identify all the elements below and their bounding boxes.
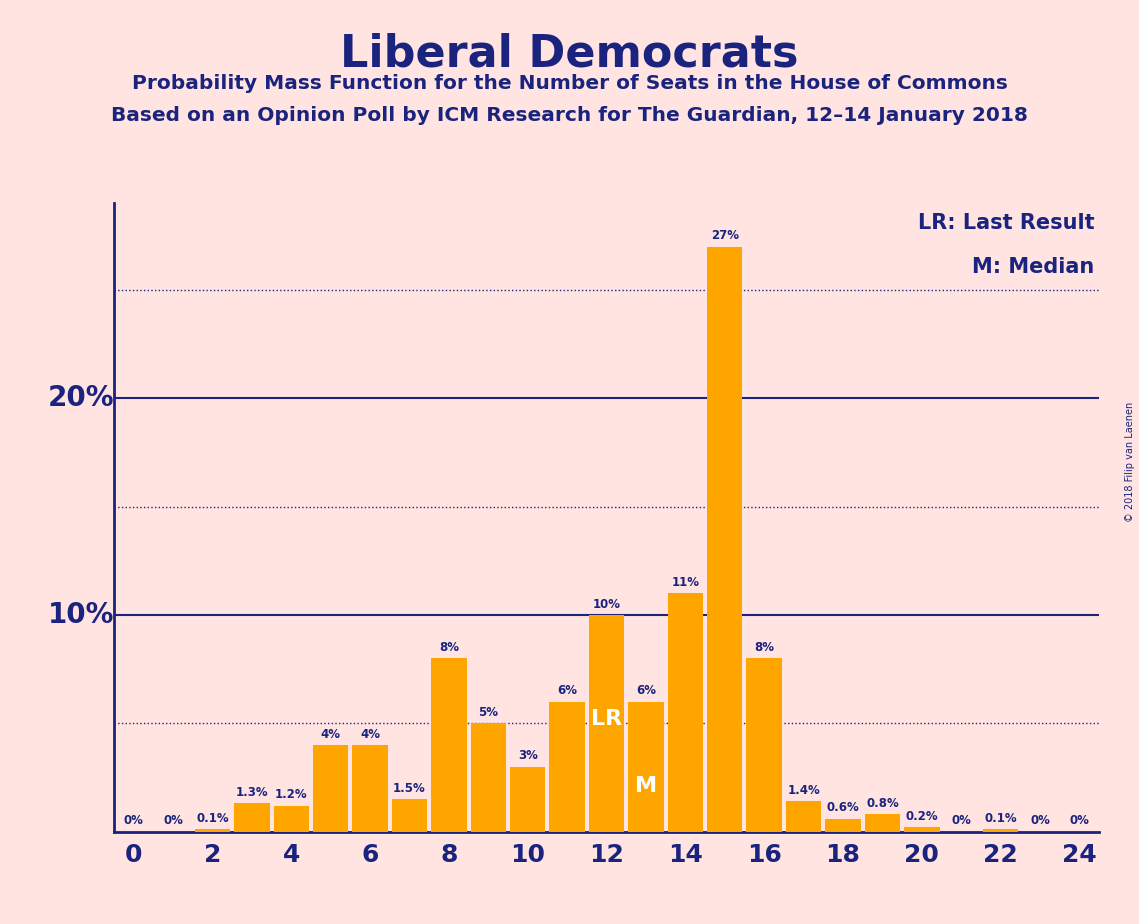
Text: Probability Mass Function for the Number of Seats in the House of Commons: Probability Mass Function for the Number… (132, 74, 1007, 93)
Text: 10%: 10% (592, 598, 621, 611)
Text: LR: Last Result: LR: Last Result (918, 213, 1095, 233)
Text: 8%: 8% (754, 641, 775, 654)
Text: 0%: 0% (1070, 814, 1089, 827)
Text: 0%: 0% (124, 814, 144, 827)
Bar (392, 799, 427, 832)
Text: 1.4%: 1.4% (787, 784, 820, 796)
Bar (352, 745, 387, 832)
Text: 6%: 6% (636, 685, 656, 698)
Text: 10%: 10% (48, 601, 114, 629)
Bar (865, 814, 900, 832)
Bar (746, 658, 781, 832)
Bar (826, 819, 861, 832)
Text: 0.6%: 0.6% (827, 801, 859, 814)
Bar (589, 615, 624, 832)
Text: Based on an Opinion Poll by ICM Research for The Guardian, 12–14 January 2018: Based on an Opinion Poll by ICM Research… (112, 106, 1027, 126)
Bar (470, 723, 506, 832)
Text: 0.2%: 0.2% (906, 810, 939, 823)
Text: 11%: 11% (671, 576, 699, 589)
Bar (549, 701, 584, 832)
Text: © 2018 Filip van Laenen: © 2018 Filip van Laenen (1125, 402, 1134, 522)
Bar (707, 247, 743, 832)
Text: 20%: 20% (48, 384, 114, 412)
Bar (195, 830, 230, 832)
Text: 6%: 6% (557, 685, 577, 698)
Bar (510, 767, 546, 832)
Text: M: Median: M: Median (972, 257, 1095, 276)
Text: 8%: 8% (439, 641, 459, 654)
Text: 3%: 3% (518, 749, 538, 762)
Bar (904, 827, 940, 832)
Text: 0%: 0% (951, 814, 972, 827)
Text: Liberal Democrats: Liberal Democrats (341, 32, 798, 76)
Text: 0.1%: 0.1% (984, 812, 1017, 825)
Text: 5%: 5% (478, 706, 498, 719)
Text: 0%: 0% (163, 814, 183, 827)
Bar (235, 804, 270, 832)
Text: 0%: 0% (1030, 814, 1050, 827)
Bar (629, 701, 664, 832)
Bar (983, 830, 1018, 832)
Text: LR: LR (591, 709, 622, 729)
Bar (273, 806, 309, 832)
Text: 0.8%: 0.8% (866, 796, 899, 810)
Bar (432, 658, 467, 832)
Text: 1.3%: 1.3% (236, 786, 268, 799)
Text: 0.1%: 0.1% (196, 812, 229, 825)
Bar (786, 801, 821, 832)
Bar (313, 745, 349, 832)
Text: 4%: 4% (360, 727, 380, 741)
Bar (667, 593, 703, 832)
Text: M: M (634, 776, 657, 796)
Text: 1.2%: 1.2% (274, 788, 308, 801)
Text: 27%: 27% (711, 229, 739, 242)
Text: 1.5%: 1.5% (393, 782, 426, 795)
Text: 4%: 4% (321, 727, 341, 741)
